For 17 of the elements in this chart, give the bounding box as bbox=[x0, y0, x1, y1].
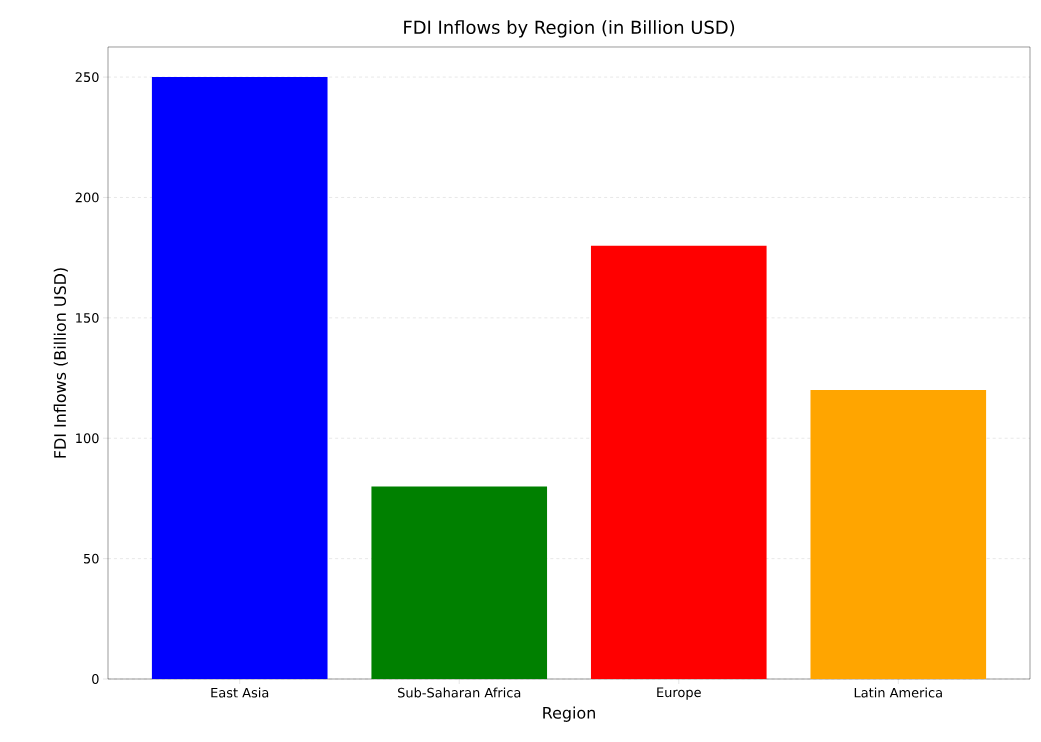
bar bbox=[590, 245, 767, 679]
bar bbox=[810, 390, 987, 679]
x-tick-label: Sub-Saharan Africa bbox=[398, 687, 521, 698]
bar bbox=[371, 486, 548, 679]
chart-title: FDI Inflows by Region (in Billion USD) bbox=[404, 20, 735, 38]
x-axis-title: Region bbox=[543, 706, 595, 722]
y-tick-label: 150 bbox=[76, 312, 99, 323]
y-tick-label: 200 bbox=[75, 192, 99, 203]
x-tick-label: Europe bbox=[657, 687, 701, 700]
y-tick-label: 0 bbox=[92, 674, 99, 684]
bar bbox=[151, 77, 328, 679]
y-tick-label: 50 bbox=[84, 553, 99, 564]
y-tick-label: 250 bbox=[75, 72, 99, 82]
x-tick-label: Latin America bbox=[854, 687, 942, 698]
x-tick-label: East Asia bbox=[211, 687, 269, 698]
y-tick-label: 100 bbox=[76, 433, 99, 444]
y-axis-title: FDI Inflows (Billion USD) bbox=[53, 268, 68, 458]
